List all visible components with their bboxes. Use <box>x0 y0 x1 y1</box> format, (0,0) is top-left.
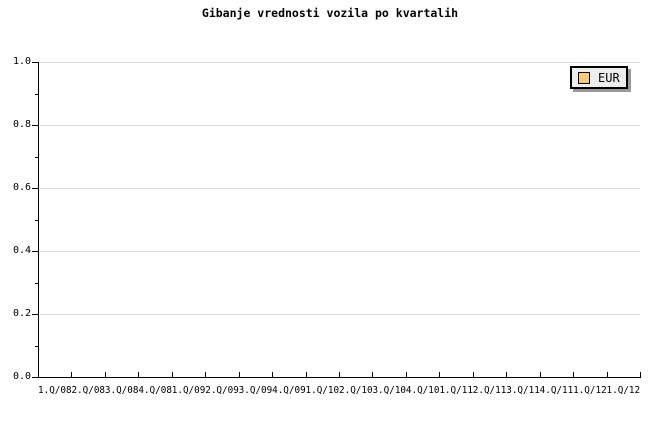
x-tick-label: 1.Q/12 <box>606 385 641 396</box>
x-axis-line <box>38 377 641 378</box>
x-tick-label: 1.Q/12 <box>573 385 607 396</box>
x-tick <box>171 372 173 377</box>
y-tick-label: 0.2 <box>12 308 31 319</box>
x-tick-label: 3.Q/10 <box>372 385 407 396</box>
x-tick-label: 4.Q/10 <box>405 385 440 396</box>
x-tick <box>606 372 608 377</box>
x-tick <box>439 372 441 377</box>
x-tick <box>138 372 140 377</box>
y-tick-label: 1.0 <box>12 56 31 67</box>
y-minor-tick <box>35 219 38 221</box>
x-tick-label: 3.Q/09 <box>238 385 273 396</box>
x-tick <box>506 372 508 377</box>
y-minor-tick <box>35 156 38 158</box>
x-tick <box>272 372 274 377</box>
x-tick-label: 4.Q/08 <box>138 385 172 396</box>
y-major-tick <box>32 62 38 63</box>
y-major-tick <box>32 377 38 378</box>
x-tick-label: 1.Q/08 <box>38 385 72 396</box>
y-major-tick <box>32 314 38 315</box>
y-gridline <box>38 314 640 315</box>
y-tick-label: 0.6 <box>12 182 31 193</box>
x-tick-label: 3.Q/11 <box>506 385 540 396</box>
y-gridline <box>38 62 640 63</box>
y-major-tick <box>32 251 38 252</box>
y-tick-label: 0.0 <box>12 371 31 382</box>
x-tick <box>539 372 541 377</box>
x-tick <box>104 372 106 377</box>
x-tick <box>339 372 340 377</box>
x-tick-label: 1.Q/10 <box>305 385 340 396</box>
x-tick-label: 1.Q/11 <box>439 385 473 396</box>
legend-label: EUR <box>598 70 620 85</box>
x-tick <box>472 372 474 377</box>
x-tick-label: 4.Q/09 <box>272 385 306 396</box>
y-tick-label: 0.4 <box>12 245 31 256</box>
x-tick-label: 2.Q/10 <box>339 385 373 396</box>
x-tick-label: 2.Q/11 <box>472 385 507 396</box>
legend: EUR <box>570 66 628 89</box>
y-gridline <box>38 251 640 252</box>
x-tick <box>640 372 641 377</box>
x-tick <box>205 372 207 377</box>
y-gridline <box>38 188 640 189</box>
x-tick <box>71 372 73 377</box>
x-tick-label: 2.Q/08 <box>71 385 106 396</box>
y-tick-label: 0.8 <box>12 119 31 130</box>
y-minor-tick <box>35 345 38 347</box>
x-tick-label: 4.Q/11 <box>539 385 574 396</box>
x-tick <box>238 372 240 377</box>
y-axis-line <box>38 62 39 378</box>
x-tick <box>405 372 407 377</box>
x-tick <box>372 372 374 377</box>
y-major-tick <box>32 188 38 189</box>
chart-title: Gibanje vrednosti vozila po kvartalih <box>201 6 459 20</box>
x-tick <box>573 372 575 377</box>
x-tick-label: 1.Q/09 <box>171 385 206 396</box>
y-minor-tick <box>35 282 38 284</box>
x-tick-label: 3.Q/08 <box>104 385 139 396</box>
y-minor-tick <box>35 93 38 95</box>
legend-swatch-eur <box>578 71 590 84</box>
x-tick-label: 2.Q/09 <box>205 385 239 396</box>
y-gridline <box>38 125 640 126</box>
y-major-tick <box>32 125 38 126</box>
x-tick <box>305 372 307 377</box>
